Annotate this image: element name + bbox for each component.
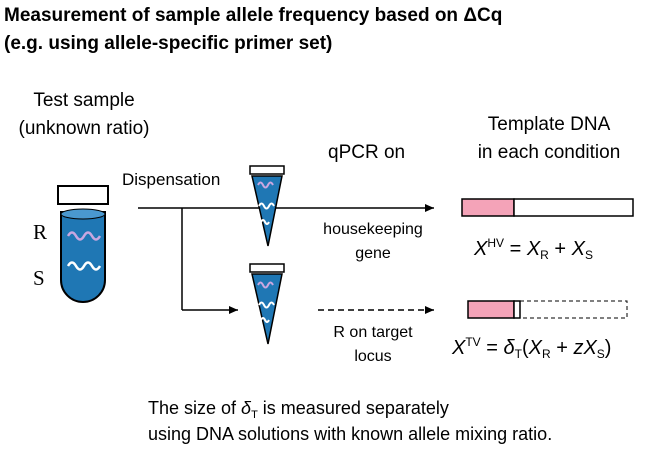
eq-tv-lhs: X (452, 337, 466, 359)
dispensation-label: Dispensation (122, 170, 221, 189)
test-sample-sublabel: (unknown ratio) (18, 118, 150, 139)
eq-tv-plus: + (550, 337, 574, 359)
eq-tv-equals: = (480, 337, 504, 359)
eq-tv-a: X (528, 337, 542, 359)
template-bar-tv (467, 300, 628, 319)
eq-tv-lhs-sup: TV (465, 335, 481, 349)
test-tube-icon (57, 185, 109, 303)
footnote-line-2: using DNA solutions with known allele mi… (148, 424, 553, 444)
eq-hv-equals: = (504, 238, 527, 260)
template-bar-hv (461, 198, 634, 217)
allele-s-label: S (33, 266, 45, 290)
eq-tv-b-sub: S (596, 347, 605, 361)
footnote-post: is measured separately (257, 398, 449, 418)
eq-tv-open-paren: ( (521, 337, 529, 359)
footnote-delta: δ (241, 398, 252, 418)
housekeeping-sublabel: gene (355, 245, 391, 262)
allele-r-label: R (33, 220, 48, 244)
s-strand-icon (66, 261, 102, 271)
footnote-pre: The size of (148, 398, 242, 418)
target-label: R on target (333, 324, 413, 341)
eq-tv-z: z (573, 337, 584, 359)
eq-tv-close-paren: ) (604, 337, 612, 359)
footnote-delta-sub: T (251, 409, 258, 421)
target-sublabel: locus (354, 348, 392, 365)
eq-tv-delta: δ (503, 337, 515, 359)
title-line-2: (e.g. using allele-specific primer set) (4, 33, 333, 54)
pcr-tube-1-icon (249, 165, 285, 247)
eq-tv-b: X (583, 337, 597, 359)
eq-hv-a: X (526, 238, 541, 260)
housekeeping-label: housekeeping (323, 221, 423, 238)
eq-hv-a-sub: R (540, 248, 549, 262)
r-strand-icon (66, 231, 102, 241)
pcr-tube-2-icon (249, 263, 285, 345)
qpcr-on-label: qPCR on (328, 142, 406, 163)
eq-hv-plus: + (548, 238, 572, 260)
eq-tv-a-sub: R (541, 347, 551, 361)
eq-hv-lhs: X (474, 238, 488, 260)
title-line-1: Measurement of sample allele frequency b… (4, 5, 503, 26)
equation-tv: XTV = δT(XR + zXS) (452, 335, 611, 361)
eq-hv-lhs-sup: HV (487, 236, 505, 250)
eq-hv-b: X (571, 238, 585, 260)
equation-hv: XHV = XR + XS (474, 236, 593, 262)
eq-hv-b-sub: S (584, 248, 593, 262)
eq-tv-delta-sub: T (514, 347, 522, 361)
footnote-line-1: The size of δT is measured separately (148, 396, 449, 428)
template-dna-label: Template DNA (487, 114, 611, 135)
test-sample-label: Test sample (33, 90, 135, 111)
template-dna-sublabel: in each condition (477, 142, 621, 163)
